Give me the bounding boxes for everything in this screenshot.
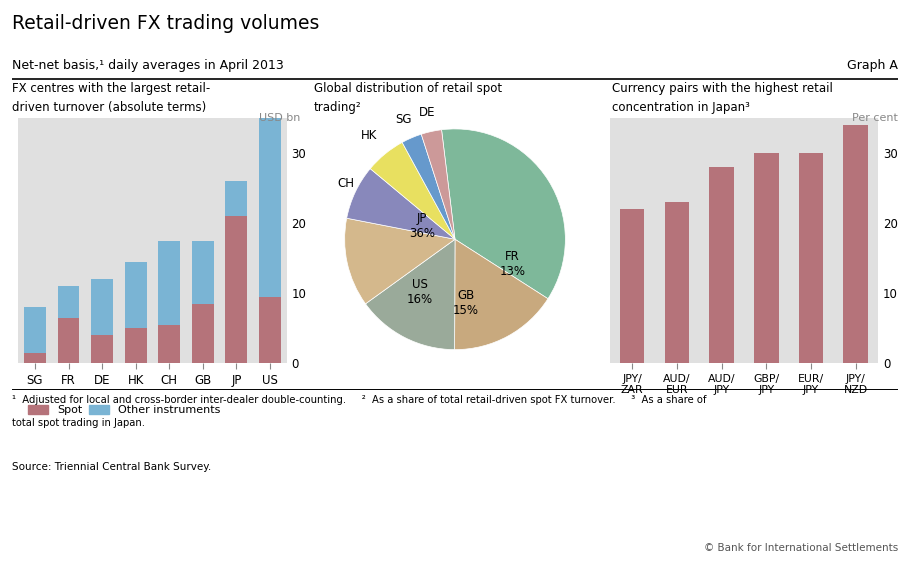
Text: Source: Triennial Central Bank Survey.: Source: Triennial Central Bank Survey.: [12, 462, 211, 472]
Text: Net-net basis,¹ daily averages in April 2013: Net-net basis,¹ daily averages in April …: [12, 59, 284, 72]
Bar: [192, 241, 214, 303]
Text: FR
13%: FR 13%: [500, 249, 525, 278]
Text: FX centres with the largest retail-: FX centres with the largest retail-: [12, 82, 210, 95]
Bar: [91, 279, 113, 335]
Text: CH: CH: [338, 177, 354, 190]
Bar: [844, 125, 868, 363]
Wedge shape: [441, 129, 565, 299]
Bar: [125, 328, 147, 363]
Text: Per cent: Per cent: [853, 113, 898, 123]
Bar: [57, 286, 79, 318]
Bar: [158, 241, 180, 325]
Text: GB
15%: GB 15%: [453, 289, 479, 318]
Wedge shape: [402, 134, 455, 239]
Text: total spot trading in Japan.: total spot trading in Japan.: [12, 418, 145, 428]
Text: Graph A: Graph A: [847, 59, 898, 72]
Text: HK: HK: [361, 129, 378, 142]
Legend: Spot, Other instruments: Spot, Other instruments: [24, 400, 225, 420]
Wedge shape: [345, 218, 455, 304]
Text: driven turnover (absolute terms): driven turnover (absolute terms): [12, 101, 206, 114]
Bar: [664, 202, 689, 363]
Bar: [192, 303, 214, 363]
Bar: [259, 115, 281, 297]
Text: trading²: trading²: [314, 101, 361, 114]
Bar: [754, 153, 779, 363]
Text: Global distribution of retail spot: Global distribution of retail spot: [314, 82, 502, 95]
Bar: [226, 181, 248, 216]
Text: SG: SG: [396, 113, 412, 126]
Text: JP
36%: JP 36%: [409, 212, 435, 240]
Wedge shape: [347, 169, 455, 239]
Wedge shape: [366, 239, 455, 350]
Bar: [709, 167, 733, 363]
Bar: [799, 153, 824, 363]
Text: DE: DE: [419, 106, 435, 119]
Text: Retail-driven FX trading volumes: Retail-driven FX trading volumes: [12, 14, 319, 33]
Text: Currency pairs with the highest retail: Currency pairs with the highest retail: [612, 82, 833, 95]
Bar: [226, 216, 248, 363]
Bar: [91, 335, 113, 363]
Text: © Bank for International Settlements: © Bank for International Settlements: [704, 543, 898, 553]
Wedge shape: [455, 239, 548, 350]
Bar: [259, 297, 281, 363]
Bar: [620, 209, 644, 363]
Wedge shape: [421, 129, 455, 239]
Bar: [24, 352, 46, 363]
Text: US
16%: US 16%: [407, 278, 433, 306]
Text: ¹  Adjusted for local and cross-border inter-dealer double-counting.     ²  As a: ¹ Adjusted for local and cross-border in…: [12, 395, 706, 405]
Bar: [125, 262, 147, 328]
Text: concentration in Japan³: concentration in Japan³: [612, 101, 750, 114]
Wedge shape: [370, 142, 455, 239]
Bar: [158, 325, 180, 363]
Bar: [57, 318, 79, 363]
Text: USD bn: USD bn: [259, 113, 300, 123]
Bar: [24, 307, 46, 352]
